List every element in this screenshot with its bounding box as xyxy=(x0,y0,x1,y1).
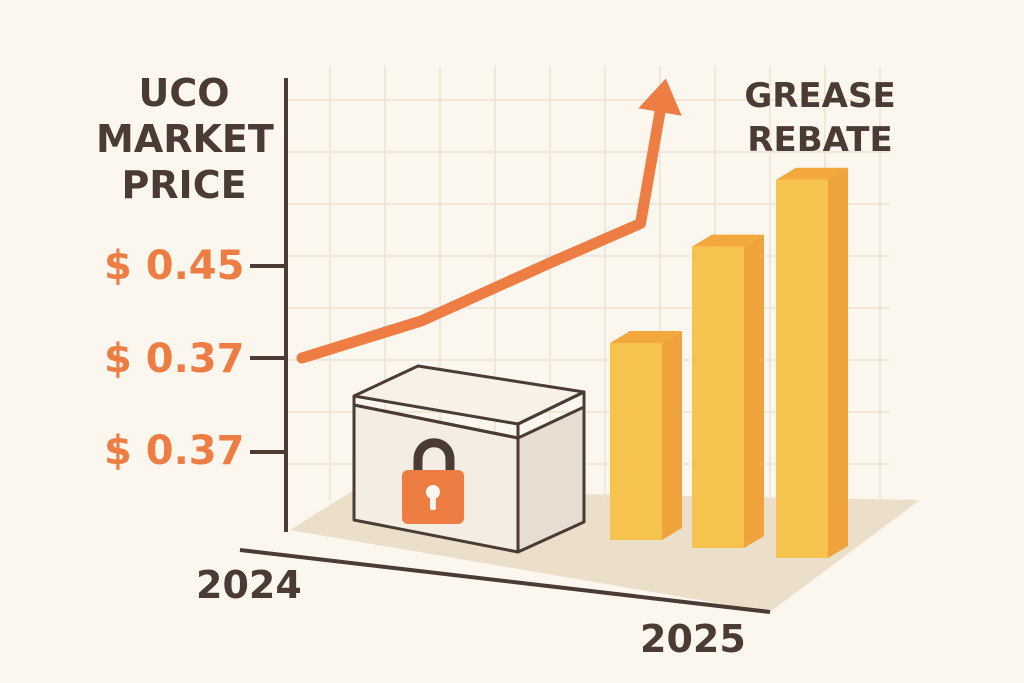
chart-title: UCO MARKET PRICE xyxy=(96,71,274,207)
padlock-shackle xyxy=(413,438,455,483)
bar xyxy=(692,234,764,548)
x-tick-label: 2025 xyxy=(640,617,746,661)
bar-side xyxy=(828,167,848,558)
chart-subtitle: GREASE REBATE xyxy=(744,76,896,160)
bar-side xyxy=(662,331,682,540)
bar-series xyxy=(610,167,848,558)
floor-front-edge xyxy=(239,548,771,614)
bar-top xyxy=(610,331,682,343)
storage-box xyxy=(352,364,586,554)
line-point xyxy=(640,222,641,224)
y-tick-label: $ 0.37 xyxy=(104,428,245,474)
bar-top xyxy=(776,167,848,180)
trend-arrowhead xyxy=(638,78,682,116)
bar-front xyxy=(692,246,744,548)
line-point xyxy=(550,261,552,263)
bar-top xyxy=(692,234,764,247)
y-tick-marks xyxy=(250,264,286,454)
y-tick-label: $ 0.45 xyxy=(104,243,245,289)
bar xyxy=(776,167,848,558)
padlock-keyhole-slot xyxy=(430,494,436,510)
y-tick-label: $ 0.37 xyxy=(104,336,245,382)
bar xyxy=(610,331,682,540)
padlock-keyhole xyxy=(426,485,440,499)
padlock-icon xyxy=(402,438,464,524)
bar-front xyxy=(776,179,828,558)
storage-box-lid-rim xyxy=(352,390,586,440)
trend-line xyxy=(296,106,666,364)
bar-front xyxy=(610,343,662,540)
price-trend-series xyxy=(296,78,682,364)
bar-side xyxy=(744,234,764,548)
line-point xyxy=(421,320,422,322)
x-tick-label: 2024 xyxy=(196,563,302,607)
line-point xyxy=(301,357,303,359)
